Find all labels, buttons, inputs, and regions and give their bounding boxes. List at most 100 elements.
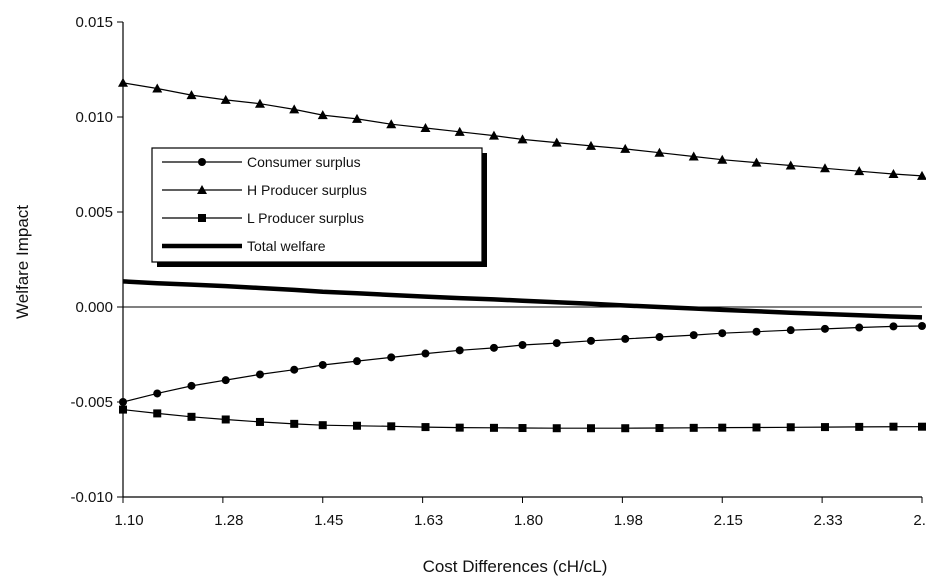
consumer-surplus-point [552,339,561,348]
l-producer-surplus-point [455,423,464,432]
h-producer-surplus-point [220,94,231,104]
x-axis-title: Cost Differences (cH/cL) [423,557,608,576]
l-producer-surplus-point [752,423,761,432]
h-producer-surplus-point [317,110,328,120]
consumer-surplus-point [153,389,162,398]
consumer-surplus-point [255,370,264,379]
legend-marker-l-producer-surplus [198,214,206,222]
x-tick-label: 1.98 [614,512,643,529]
h-producer-surplus-point [717,154,728,164]
y-tick-label: 0.015 [75,14,113,31]
consumer-surplus-point [221,376,230,385]
legend-marker-h-producer-surplus [197,185,207,194]
h-producer-surplus-point [289,104,300,114]
consumer-surplus-point [421,349,430,358]
h-producer-surplus-point [654,147,665,157]
consumer-surplus-point [855,323,864,332]
l-producer-surplus-point [621,424,630,433]
h-producer-surplus-point [620,143,631,153]
consumer-surplus-point [187,381,196,390]
consumer-surplus-point [718,329,727,338]
h-producer-surplus-point [819,163,830,173]
l-producer-surplus-point [889,422,898,431]
consumer-surplus-point [489,343,498,352]
consumer-surplus-point [889,322,898,331]
legend-label-h-producer-surplus: H Producer surplus [247,182,367,198]
h-producer-surplus-point [152,83,163,93]
l-producer-surplus-point [255,417,264,426]
l-producer-surplus-point [855,422,864,431]
legend-label-total-welfare: Total welfare [247,238,326,254]
l-producer-surplus-point [518,424,527,433]
consumer-surplus-point [518,341,527,349]
consumer-surplus-point [786,326,795,335]
l-producer-surplus-point [586,424,595,433]
h-producer-surplus-point [454,126,465,136]
total-welfare-line [122,279,923,320]
x-tick-label: 2.15 [714,512,743,529]
legend-marker-consumer-surplus [198,158,206,166]
l-producer-surplus-point [689,423,698,432]
y-tick-label: 0.000 [75,299,113,316]
legend-label-l-producer-surplus: L Producer surplus [247,210,364,226]
h-producer-surplus-point [186,90,197,100]
l-producer-surplus-point [221,415,230,424]
h-producer-surplus-point [888,169,899,178]
consumer-surplus-point [820,324,829,333]
consumer-surplus-point [621,334,630,343]
h-producer-surplus-point [688,151,699,161]
x-tick-label: 1.45 [314,512,343,529]
legend: Consumer surplus H Producer surplus L Prod… [151,147,487,267]
h-producer-surplus-point [585,140,596,150]
x-tick-label: 1.80 [514,512,543,529]
consumer-surplus-line [122,325,923,403]
legend-label-consumer-surplus: Consumer surplus [247,154,361,170]
y-tick-label: -0.005 [70,394,113,411]
x-tick-label: 2.33 [814,512,843,529]
consumer-surplus-point [655,333,664,342]
x-tick-label: 2.50 [913,512,926,529]
y-axis-title: Welfare Impact [13,205,32,319]
l-producer-surplus-point [489,423,498,432]
h-producer-surplus-point [854,166,865,176]
consumer-surplus-point [586,336,595,345]
l-producer-surplus-point [290,419,299,428]
h-producer-surplus-point [551,137,562,147]
h-producer-surplus-point [917,170,926,180]
y-tick-label: 0.010 [75,109,113,126]
x-tick-label: 1.63 [414,512,443,529]
l-producer-surplus-point [421,423,430,432]
series-layer [118,77,926,433]
h-producer-surplus-point [488,130,499,140]
x-tick-label: 1.10 [114,512,143,529]
h-producer-surplus-point [118,77,128,87]
l-producer-surplus-point [552,424,561,433]
legend-box [151,147,483,263]
h-producer-surplus-point [517,134,528,144]
l-producer-surplus-point [820,423,829,432]
l-producer-surplus-point [718,423,727,432]
consumer-surplus-point [918,322,926,330]
consumer-surplus-point [352,357,361,366]
h-producer-surplus-point [386,119,397,129]
l-producer-surplus-point [352,421,361,430]
h-producer-surplus-point [751,157,762,167]
l-producer-surplus-point [318,421,327,430]
y-tick-label: 0.005 [75,204,113,221]
consumer-surplus-point [455,346,464,355]
consumer-surplus-point [689,331,698,340]
consumer-surplus-point [290,365,299,374]
x-tick-label: 1.28 [214,512,243,529]
l-producer-surplus-point [918,422,926,431]
consumer-surplus-point [387,353,396,362]
consumer-surplus-point [318,360,327,369]
l-producer-surplus-point [786,423,795,432]
h-producer-surplus-point [254,98,265,108]
l-producer-surplus-point [153,409,162,418]
h-producer-surplus-point [420,123,431,133]
consumer-surplus-point [119,398,127,406]
l-producer-surplus-point [119,405,127,414]
y-tick-label: -0.010 [70,489,113,506]
